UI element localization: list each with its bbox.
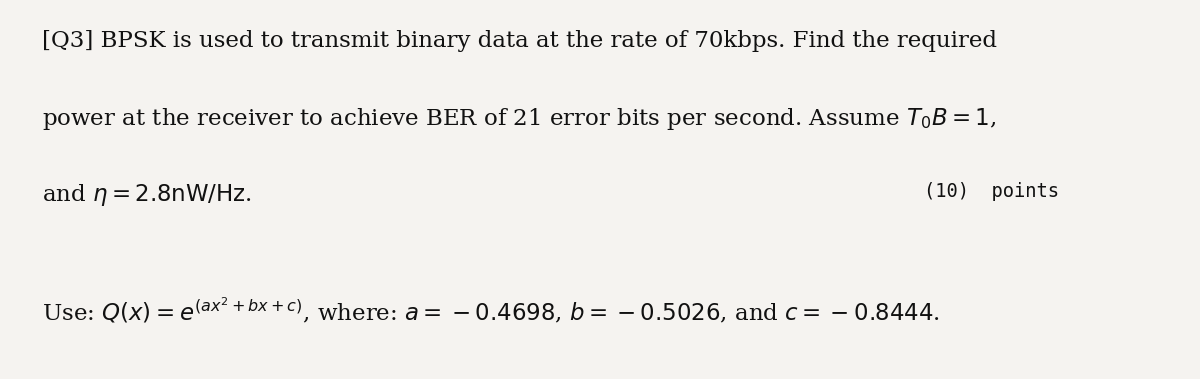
Text: (10)  points: (10) points: [924, 182, 1060, 201]
Text: power at the receiver to achieve BER of 21 error bits per second. Assume $T_0B =: power at the receiver to achieve BER of …: [42, 106, 996, 132]
Text: and $\eta = 2.8\mathrm{nW/Hz}$.: and $\eta = 2.8\mathrm{nW/Hz}$.: [42, 182, 251, 208]
Text: [Q3] BPSK is used to transmit binary data at the rate of 70kbps. Find the requir: [Q3] BPSK is used to transmit binary dat…: [42, 30, 997, 52]
Text: Use: $Q(x) = e^{(ax^2+bx+c)}$, where: $a = -0.4698$, $b = -0.5026$, and $c = -0.: Use: $Q(x) = e^{(ax^2+bx+c)}$, where: $a…: [42, 296, 940, 326]
